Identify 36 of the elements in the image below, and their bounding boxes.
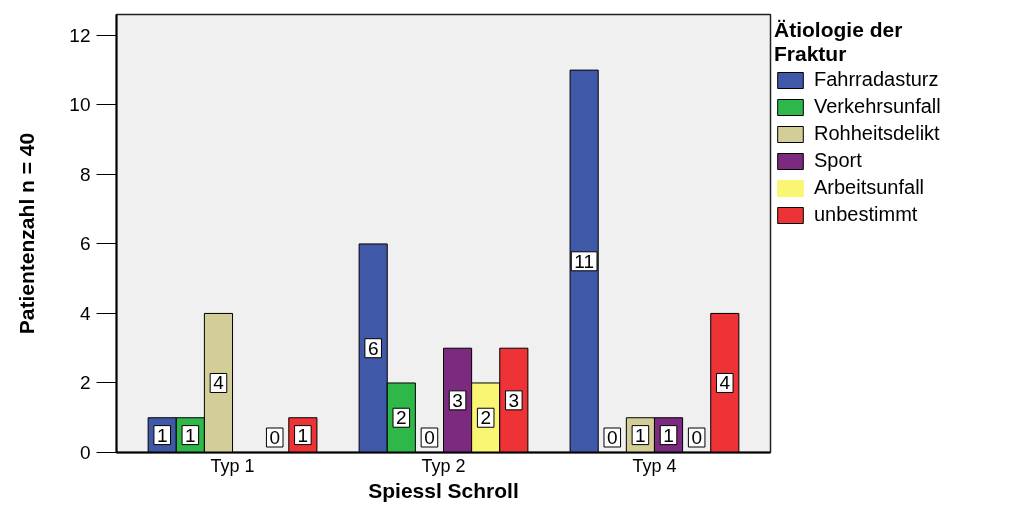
- data-label: 0: [424, 427, 435, 448]
- data-label: 1: [185, 424, 196, 446]
- data-label: 11: [574, 250, 595, 272]
- y-tick-label: 0: [79, 442, 91, 463]
- x-tick-label: Typ 1: [210, 455, 255, 476]
- legend-label: Verkehrsunfall: [814, 95, 941, 118]
- data-label: 0: [606, 427, 618, 448]
- y-tick-label: 2: [79, 372, 91, 394]
- legend-label: Rohheitsdelikt: [814, 122, 940, 145]
- data-label: 4: [719, 372, 731, 394]
- y-tick-label: 6: [79, 233, 91, 255]
- x-tick-label: Typ 2: [421, 455, 466, 476]
- legend-title: Ätiologie der Fraktur: [774, 18, 904, 66]
- data-label: 0: [691, 427, 702, 448]
- data-label: 4: [213, 372, 225, 394]
- data-label: 1: [156, 424, 168, 446]
- y-tick-label: 8: [79, 163, 91, 185]
- legend-label: unbestimmt: [814, 203, 918, 226]
- data-label: 1: [297, 424, 309, 446]
- data-label: 3: [508, 389, 520, 411]
- data-label: 1: [635, 424, 646, 446]
- y-tick-label: 10: [69, 94, 91, 116]
- legend-label: Sport: [814, 149, 862, 172]
- data-label: 3: [452, 389, 463, 411]
- data-label: 2: [396, 407, 407, 429]
- x-axis-title: Spiessl Schroll: [368, 478, 519, 502]
- y-tick-label: 12: [69, 24, 91, 46]
- data-label: 6: [367, 337, 379, 359]
- data-label: 0: [269, 427, 281, 448]
- y-tick-label: 4: [79, 302, 91, 324]
- legend-label: Fahrradasturz: [814, 68, 939, 91]
- x-tick-label: Typ 4: [632, 455, 677, 476]
- legend-label: Arbeitsunfall: [814, 176, 925, 199]
- data-label: 1: [663, 424, 674, 446]
- y-axis-title: Patientenzahl n = 40: [15, 132, 39, 335]
- data-label: 2: [480, 407, 491, 429]
